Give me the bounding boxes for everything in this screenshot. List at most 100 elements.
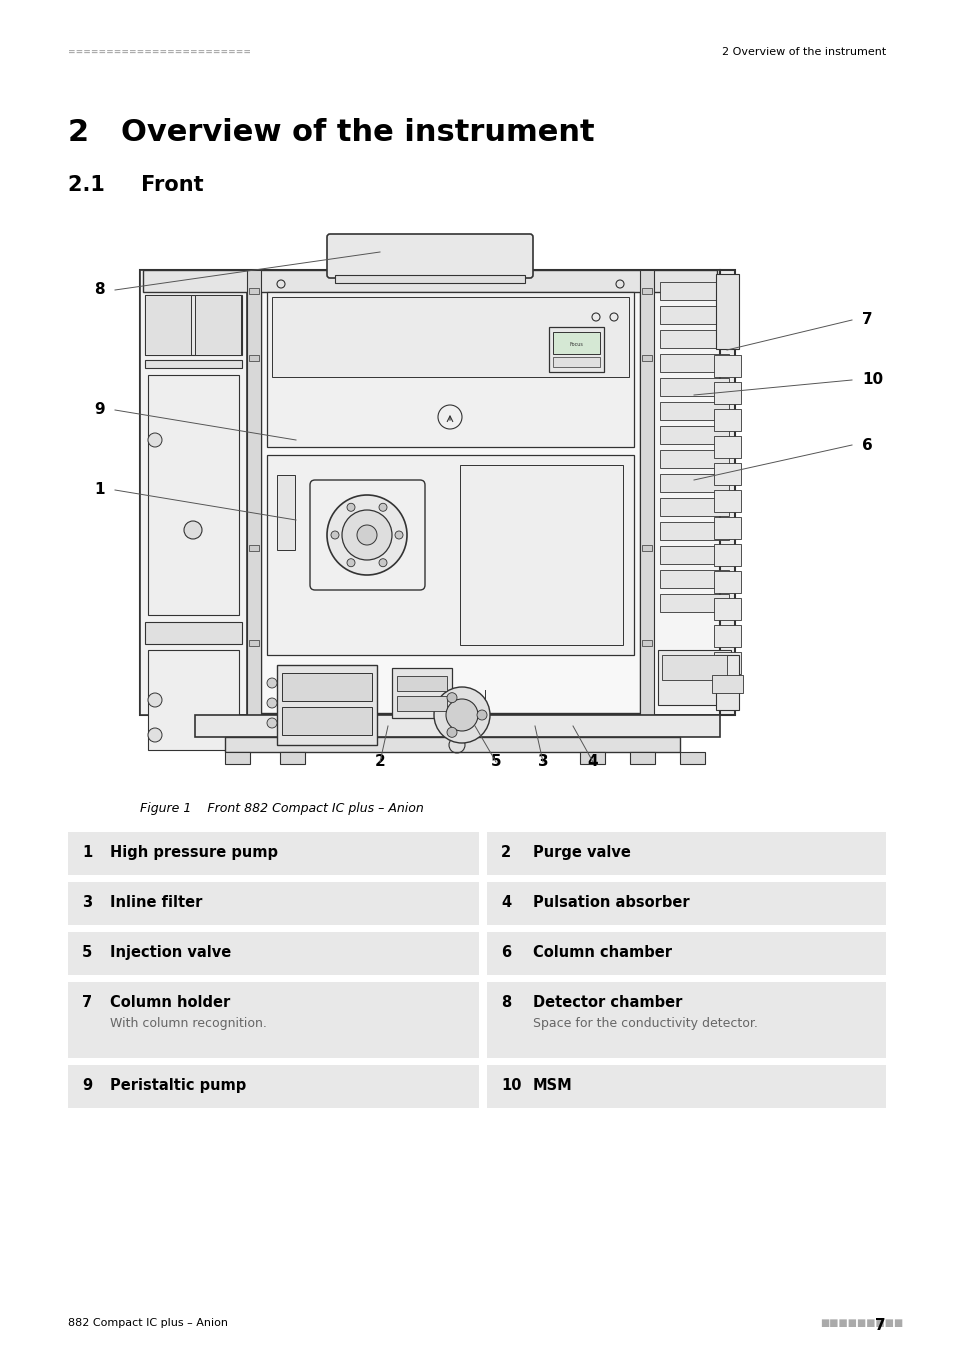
Bar — [282, 674, 372, 701]
Bar — [641, 288, 651, 294]
Circle shape — [267, 678, 276, 688]
Bar — [713, 490, 740, 512]
Text: Column chamber: Column chamber — [533, 945, 671, 960]
Bar — [249, 288, 258, 294]
Bar — [486, 981, 885, 1058]
Text: Peristaltic pump: Peristaltic pump — [110, 1079, 246, 1094]
Bar — [713, 355, 740, 377]
Circle shape — [476, 710, 486, 720]
Bar — [659, 545, 728, 564]
Bar — [249, 545, 258, 551]
Bar — [145, 296, 191, 355]
Bar — [68, 981, 478, 1058]
Bar — [716, 274, 739, 350]
Bar — [148, 375, 239, 616]
Bar — [720, 270, 734, 716]
Bar — [145, 360, 242, 369]
Text: 2 Overview of the instrument: 2 Overview of the instrument — [721, 47, 885, 57]
Text: MSM: MSM — [533, 1079, 572, 1094]
Text: 7: 7 — [82, 995, 92, 1010]
Circle shape — [378, 504, 387, 512]
Bar — [659, 594, 728, 612]
Bar — [553, 356, 599, 367]
Bar — [267, 292, 634, 447]
Bar — [335, 275, 524, 284]
Text: 5: 5 — [82, 945, 92, 960]
Bar — [486, 1065, 885, 1108]
Circle shape — [184, 521, 202, 539]
Text: High pressure pump: High pressure pump — [110, 845, 277, 860]
Text: Column holder: Column holder — [110, 995, 230, 1010]
Bar — [713, 544, 740, 566]
Bar — [548, 327, 603, 373]
Bar — [194, 716, 720, 737]
Circle shape — [347, 559, 355, 567]
Bar — [659, 282, 728, 300]
Bar — [659, 522, 728, 540]
Bar — [247, 270, 261, 716]
Bar — [140, 270, 247, 716]
Bar — [713, 598, 740, 620]
Circle shape — [447, 728, 456, 737]
Circle shape — [331, 531, 338, 539]
Bar — [486, 832, 885, 875]
Text: 2: 2 — [375, 755, 385, 770]
Bar — [659, 570, 728, 589]
Bar — [639, 270, 654, 716]
Bar — [249, 355, 258, 360]
Bar — [629, 752, 655, 764]
Bar — [654, 270, 734, 716]
Bar — [145, 296, 242, 355]
Circle shape — [447, 693, 456, 703]
Bar — [68, 1065, 478, 1108]
Bar — [225, 752, 250, 764]
Text: Purge valve: Purge valve — [533, 845, 630, 860]
Bar — [148, 649, 239, 751]
Bar — [267, 455, 634, 655]
Circle shape — [341, 510, 392, 560]
Bar — [679, 752, 704, 764]
Bar — [68, 882, 478, 925]
Bar — [68, 832, 478, 875]
Text: 10: 10 — [862, 373, 882, 387]
Bar — [713, 463, 740, 485]
Circle shape — [395, 531, 402, 539]
Text: 882 Compact IC plus – Anion: 882 Compact IC plus – Anion — [68, 1318, 228, 1328]
Text: Pulsation absorber: Pulsation absorber — [533, 895, 689, 910]
Text: 7: 7 — [862, 312, 872, 328]
Text: 9: 9 — [82, 1079, 92, 1094]
Bar — [659, 306, 728, 324]
Text: 1: 1 — [94, 482, 105, 498]
Bar — [249, 640, 258, 647]
Text: Injection valve: Injection valve — [110, 945, 231, 960]
Bar — [145, 622, 242, 644]
Text: 7: 7 — [875, 1318, 885, 1332]
Bar — [282, 707, 372, 734]
Bar — [280, 752, 305, 764]
Bar — [272, 297, 628, 377]
Circle shape — [148, 693, 162, 707]
Bar — [641, 545, 651, 551]
FancyBboxPatch shape — [327, 234, 533, 278]
Circle shape — [327, 495, 407, 575]
Text: ■■■■■■■■■: ■■■■■■■■■ — [820, 1318, 902, 1328]
Text: 3: 3 — [537, 755, 548, 770]
Text: 9: 9 — [94, 402, 105, 417]
Bar — [140, 270, 720, 716]
Text: 8: 8 — [94, 282, 105, 297]
Text: 5: 5 — [490, 755, 500, 770]
Text: Space for the conductivity detector.: Space for the conductivity detector. — [533, 1017, 757, 1030]
Text: Inline filter: Inline filter — [110, 895, 202, 910]
Bar — [711, 675, 742, 693]
Bar — [143, 270, 717, 292]
Bar — [659, 450, 728, 468]
Text: 1: 1 — [82, 845, 92, 860]
Circle shape — [434, 687, 490, 742]
Bar — [659, 329, 728, 348]
Bar — [225, 737, 679, 752]
Bar — [659, 498, 728, 516]
Circle shape — [148, 433, 162, 447]
Text: 2.1     Front: 2.1 Front — [68, 176, 203, 194]
Bar — [713, 382, 740, 404]
Circle shape — [356, 525, 376, 545]
